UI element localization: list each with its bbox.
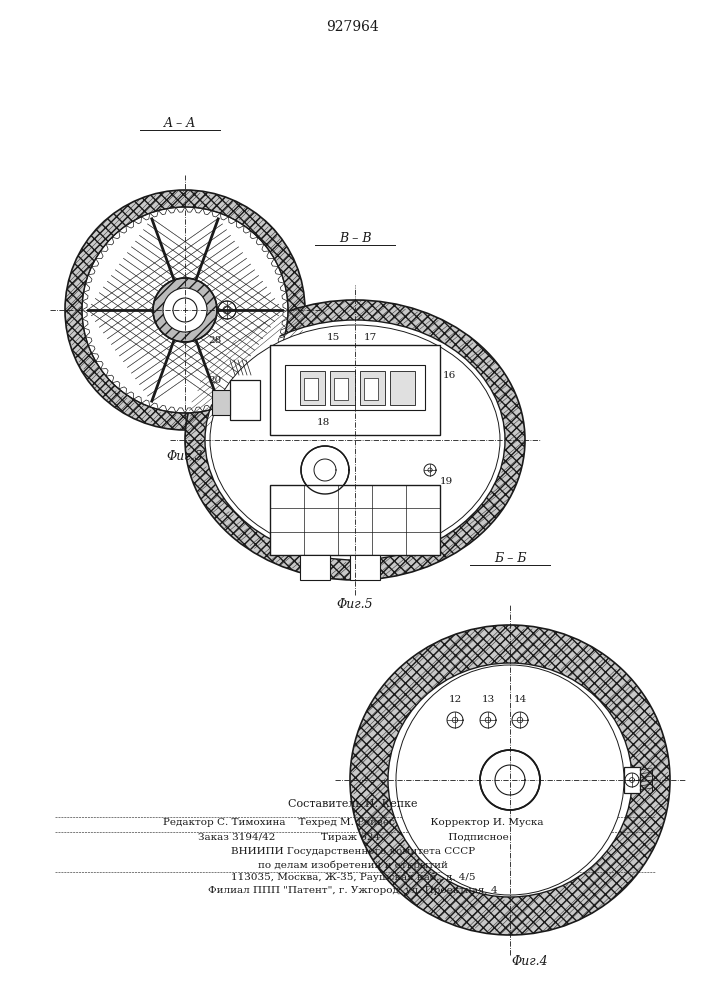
Text: A – A: A – A	[164, 117, 196, 130]
Ellipse shape	[185, 300, 525, 580]
Text: Заказ 3194/42              Тираж 624                     Подписное: Заказ 3194/42 Тираж 624 Подписное	[198, 833, 508, 842]
Ellipse shape	[480, 750, 540, 810]
Bar	[304, 378, 318, 400]
Ellipse shape	[301, 446, 349, 494]
Text: Φиг.3: Φиг.3	[167, 450, 204, 463]
Ellipse shape	[65, 190, 305, 430]
Ellipse shape	[82, 207, 288, 413]
Text: Φиг.5: Φиг.5	[337, 598, 373, 611]
Ellipse shape	[350, 625, 670, 935]
Ellipse shape	[388, 663, 632, 897]
Bar	[334, 378, 348, 400]
Text: 28: 28	[209, 336, 221, 345]
Bar	[350, 555, 380, 580]
Bar	[300, 371, 325, 405]
Bar	[270, 345, 440, 435]
Text: Б – Б: Б – Б	[493, 552, 526, 565]
Text: 15: 15	[327, 333, 339, 342]
Bar	[285, 365, 425, 410]
Bar	[360, 371, 385, 405]
Bar	[230, 380, 260, 420]
Text: Филиал ППП "Патент", г. Ужгород, ул. Проектная, 4: Филиал ППП "Патент", г. Ужгород, ул. Про…	[208, 886, 498, 895]
Text: 12: 12	[448, 695, 462, 704]
Text: 927964: 927964	[327, 20, 380, 34]
Bar	[390, 371, 415, 405]
Ellipse shape	[163, 288, 207, 332]
Bar	[364, 378, 378, 400]
Ellipse shape	[87, 212, 283, 408]
Bar	[300, 555, 330, 580]
Bar	[270, 485, 440, 555]
Text: по делам изобретений и открытий: по делам изобретений и открытий	[258, 861, 448, 870]
Ellipse shape	[205, 320, 505, 560]
Ellipse shape	[210, 325, 500, 555]
Text: 17: 17	[363, 333, 377, 342]
Text: 16: 16	[443, 370, 456, 379]
Text: 20: 20	[209, 376, 221, 385]
Text: 19: 19	[440, 478, 453, 487]
Text: 14: 14	[513, 695, 527, 704]
Text: 18: 18	[316, 418, 329, 427]
Text: Φиг.4: Φиг.4	[512, 955, 549, 968]
Ellipse shape	[153, 278, 217, 342]
Text: B – B: B – B	[339, 232, 371, 245]
Text: ВНИИПИ Государственного комитета СССР: ВНИИПИ Государственного комитета СССР	[231, 847, 475, 856]
Ellipse shape	[396, 665, 624, 895]
Text: Составитель И. Кепке: Составитель И. Кепке	[288, 799, 418, 809]
Ellipse shape	[173, 298, 197, 322]
Text: Редактор С. Тимохина    Техред М. Рейвес           Корректор И. Муска: Редактор С. Тимохина Техред М. Рейвес Ко…	[163, 818, 543, 827]
Bar	[330, 371, 355, 405]
Bar	[212, 390, 230, 415]
Bar	[624, 767, 640, 793]
Text: 13: 13	[481, 695, 495, 704]
Text: 113035, Москва, Ж-35, Раушская наб., д. 4/5: 113035, Москва, Ж-35, Раушская наб., д. …	[230, 873, 475, 882]
